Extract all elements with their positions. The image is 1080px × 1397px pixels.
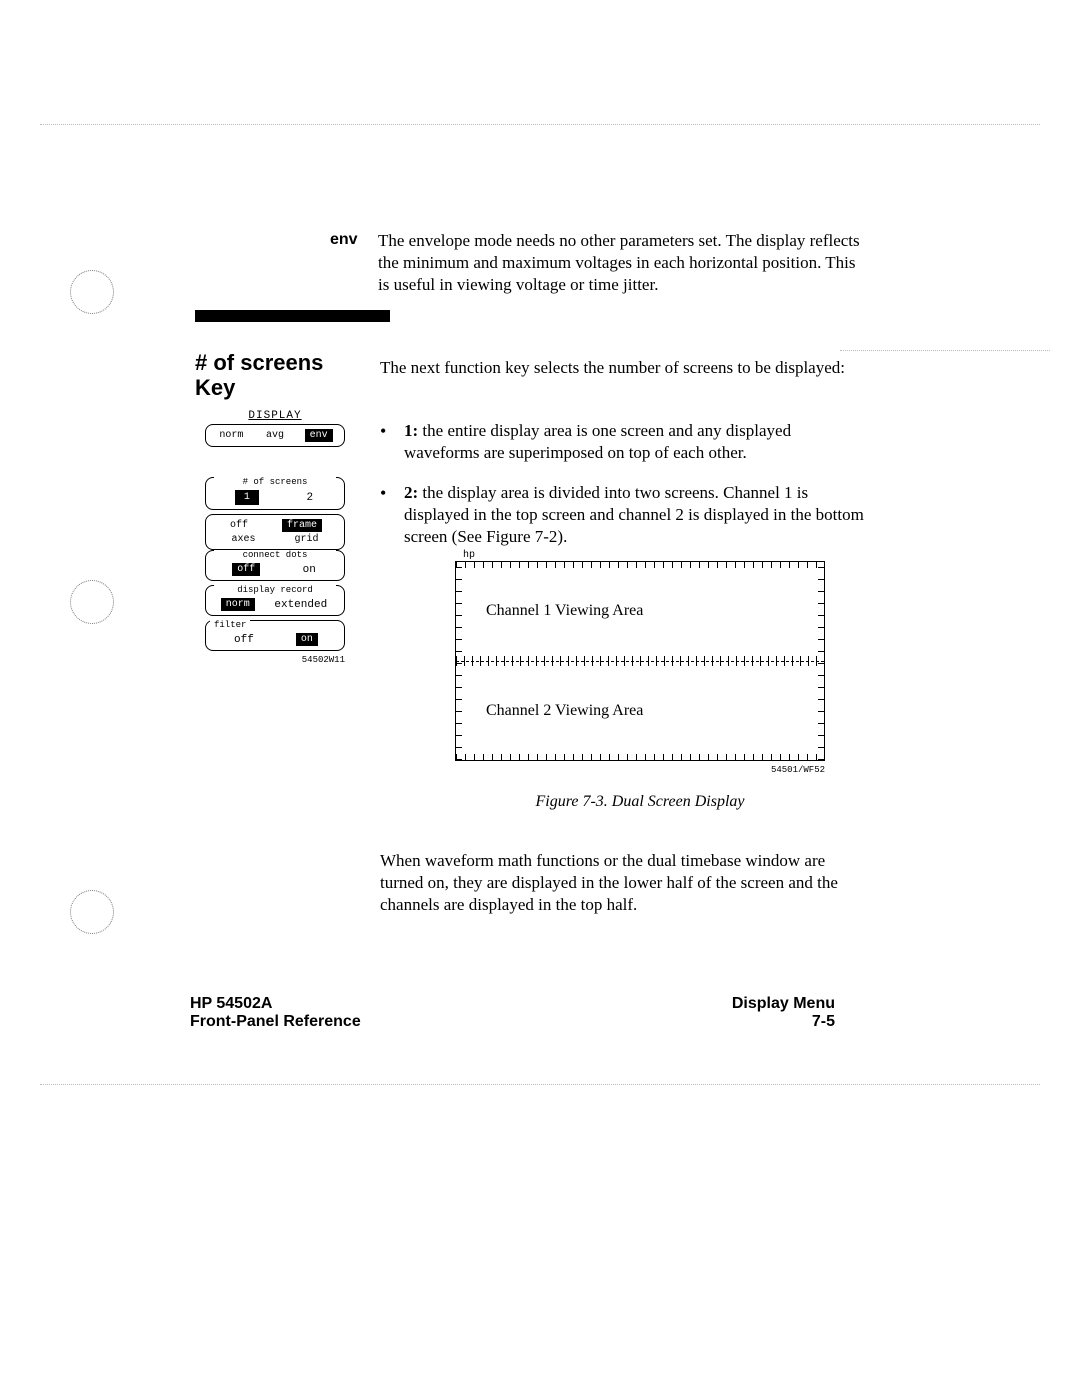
footer-right: Display Menu 7-5: [732, 995, 835, 1031]
figure-channel-2-area: Channel 2 Viewing Area: [456, 662, 824, 761]
bullet-list: 1: the entire display area is one screen…: [380, 420, 870, 566]
softkey-filter-title: filter: [210, 620, 250, 630]
softkey-opt-on: on: [301, 564, 318, 576]
softkey-sel-frame: frame: [282, 519, 322, 532]
softkey-sel-norm: norm: [221, 598, 255, 611]
softkey-connect-title: connect dots: [214, 550, 336, 560]
softkey-screens-box: # of screens 1 2: [205, 477, 345, 510]
softkey-opt-norm: norm: [217, 430, 245, 441]
softkey-opt-axes: axes: [229, 534, 257, 545]
figure-ch1-label: Channel 1 Viewing Area: [486, 602, 643, 620]
softkey-offframe-box: off frame axes grid: [205, 514, 345, 550]
section-heading: # of screens Key: [195, 350, 365, 401]
softkey-opt-grid: grid: [292, 534, 320, 545]
env-paragraph: env The envelope mode needs no other par…: [330, 230, 870, 296]
page-edge-dash: [840, 350, 1050, 351]
figure-ref: 54501/WF52: [455, 765, 825, 775]
bullet-label: 2:: [404, 483, 418, 502]
softkey-display-title: DISPLAY: [205, 410, 345, 422]
closing-paragraph: When waveform math functions or the dual…: [380, 850, 870, 916]
softkey-record-box: display record norm extended: [205, 585, 345, 616]
softkey-opt-off: off: [228, 520, 250, 531]
footer-doc-title: Front-Panel Reference: [190, 1013, 361, 1031]
page-edge-top: [40, 124, 1040, 125]
softkey-diagram: DISPLAY norm avg env # of screens 1 2 of…: [205, 410, 345, 683]
figure-hp-label: hp: [463, 550, 825, 561]
bullet-item-1: 1: the entire display area is one screen…: [380, 420, 870, 464]
softkey-sel-1: 1: [235, 490, 259, 505]
footer-product: HP 54502A: [190, 995, 361, 1013]
softkey-connect-box: connect dots off on: [205, 550, 345, 581]
bullet-text: the display area is divided into two scr…: [404, 483, 864, 546]
page-footer: HP 54502A Front-Panel Reference Display …: [190, 995, 835, 1031]
softkey-display-row: norm avg env: [205, 424, 345, 447]
softkey-display-block: DISPLAY norm avg env: [205, 410, 345, 447]
softkey-screens-title: # of screens: [214, 477, 336, 487]
softkey-sel-env: env: [305, 429, 333, 442]
footer-page-number: 7-5: [732, 1013, 835, 1031]
softkey-sel-on: on: [296, 633, 318, 646]
figure-7-3: hp Channel 1 Viewing Area Channel 2 View…: [455, 550, 825, 811]
bullet-text: the entire display area is one screen an…: [404, 421, 791, 462]
softkey-sel-off: off: [232, 563, 260, 576]
footer-section: Display Menu: [732, 995, 835, 1013]
section-divider-bar: [195, 310, 390, 322]
page-body: env The envelope mode needs no other par…: [60, 130, 830, 1090]
softkey-opt-off: off: [232, 634, 256, 646]
softkey-screens-block: # of screens 1 2 off frame axes grid con…: [205, 477, 345, 665]
figure-channel-1-area: Channel 1 Viewing Area: [456, 562, 824, 662]
env-text: The envelope mode needs no other paramet…: [378, 230, 870, 296]
softkey-record-title: display record: [214, 585, 336, 595]
figure-caption: Figure 7-3. Dual Screen Display: [455, 793, 825, 811]
intro-text: The next function key selects the number…: [380, 358, 860, 378]
softkey-opt-avg: avg: [264, 430, 286, 441]
bullet-label: 1:: [404, 421, 418, 440]
footer-left: HP 54502A Front-Panel Reference: [190, 995, 361, 1031]
figure-screen: Channel 1 Viewing Area Channel 2 Viewing…: [455, 561, 825, 761]
figure-ch2-label: Channel 2 Viewing Area: [486, 702, 643, 720]
softkey-filter-box: filter off on: [205, 620, 345, 651]
env-label: env: [330, 230, 378, 251]
softkey-figure-ref: 54502W11: [205, 655, 345, 665]
softkey-opt-2: 2: [305, 492, 316, 504]
bullet-item-2: 2: the display area is divided into two …: [380, 482, 870, 548]
softkey-opt-extended: extended: [272, 599, 329, 611]
